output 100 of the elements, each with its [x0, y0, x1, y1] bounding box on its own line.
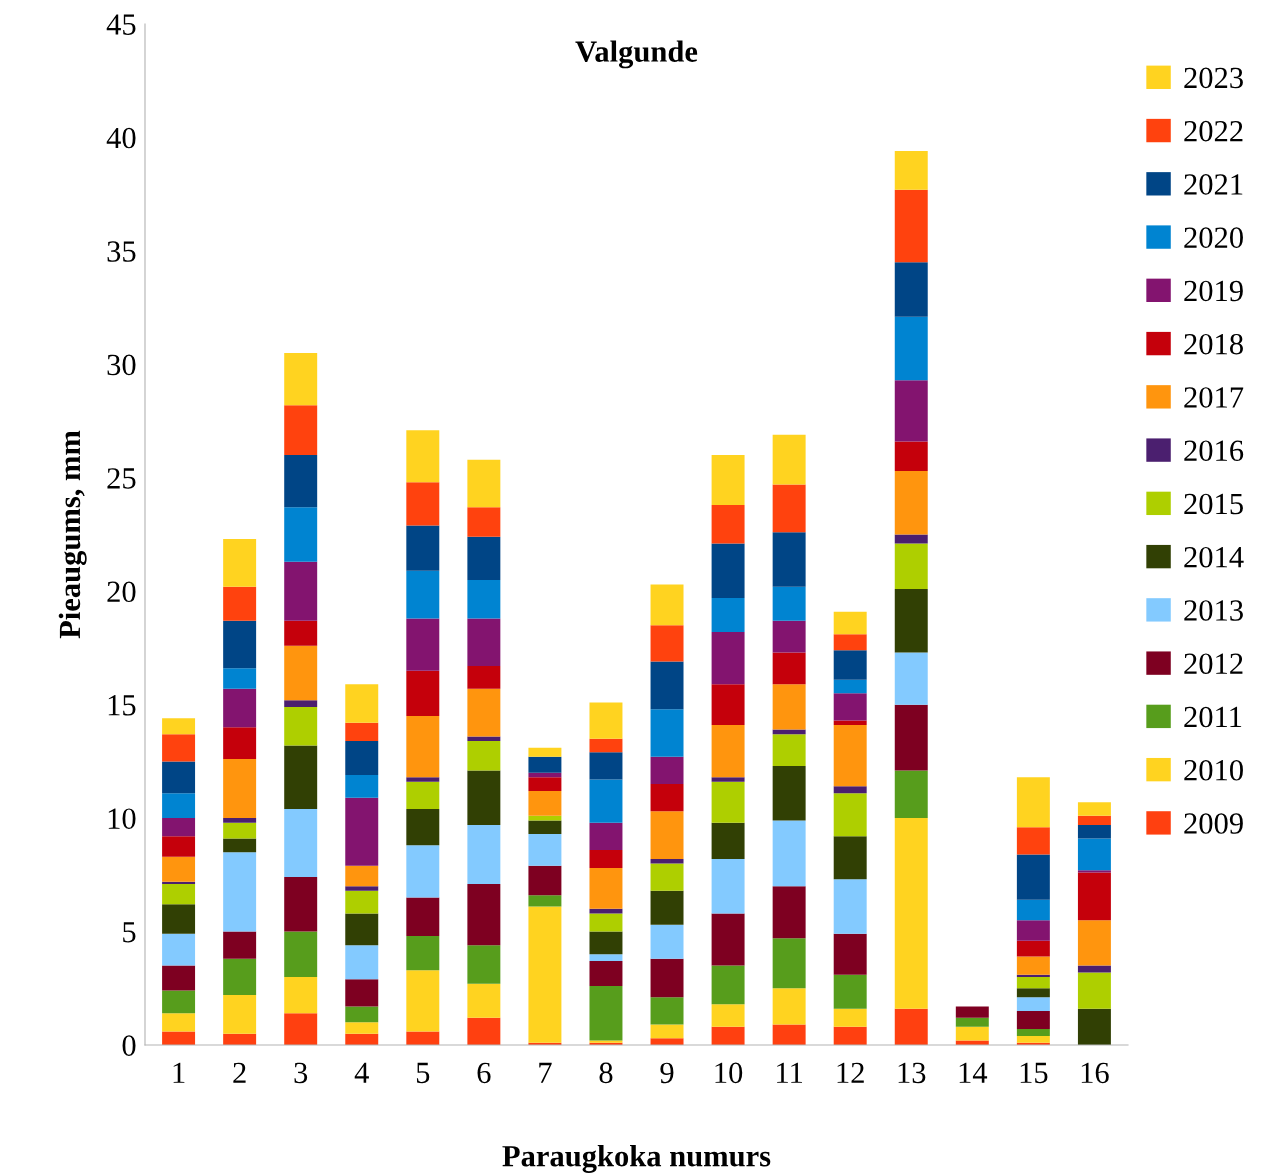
bar: [162, 856, 196, 882]
bar: [162, 1013, 196, 1032]
bar: [772, 734, 806, 766]
bar: [650, 811, 684, 859]
bar: [772, 620, 806, 653]
bar: [650, 625, 684, 662]
bar: [467, 883, 501, 946]
y-tick-label: 40: [106, 127, 136, 149]
bar: [467, 824, 501, 884]
x-tick-label: 11: [777, 1062, 803, 1083]
bar: [894, 534, 928, 544]
bar: [894, 588, 928, 653]
bar: [406, 845, 440, 898]
legend-label: 2009: [1184, 813, 1243, 834]
bar: [711, 632, 745, 685]
bar: [894, 1008, 928, 1045]
bar: [162, 933, 196, 966]
bar: [833, 650, 867, 680]
bar: [284, 931, 318, 977]
bar: [1016, 940, 1050, 957]
y-tick-label: 0: [122, 1035, 136, 1056]
bar: [772, 988, 806, 1025]
bar: [1077, 870, 1111, 873]
bar: [711, 965, 745, 1005]
bar: [894, 380, 928, 442]
bar: [284, 507, 318, 562]
bar: [711, 858, 745, 914]
bar: [223, 759, 257, 819]
bar: [284, 700, 318, 707]
bar: [528, 895, 562, 907]
bar: [894, 262, 928, 317]
bar: [589, 702, 623, 739]
bar: [406, 570, 440, 619]
bar: [284, 561, 318, 621]
bar: [772, 886, 806, 939]
bar: [833, 1008, 867, 1027]
bar: [223, 852, 257, 932]
bar: [406, 716, 440, 778]
bar: [162, 990, 196, 1014]
bar: [162, 718, 196, 735]
x-tick-label: 10: [715, 1062, 743, 1084]
bar: [1077, 872, 1111, 921]
bar: [711, 455, 745, 505]
bar: [528, 906, 562, 1043]
bar: [223, 958, 257, 996]
bar: [345, 684, 379, 723]
x-tick-label: 4: [354, 1062, 369, 1083]
bar: [955, 1006, 989, 1018]
bar: [162, 734, 196, 762]
bar: [467, 688, 501, 737]
bar: [650, 756, 684, 785]
x-tick-label: 1: [173, 1062, 185, 1083]
y-axis-title: Pieaugums, mm: [58, 430, 87, 639]
bar: [650, 709, 684, 757]
bar: [589, 849, 623, 869]
bar: [1016, 988, 1050, 998]
bar: [406, 430, 440, 483]
bar: [833, 836, 867, 880]
bar: [1077, 802, 1111, 816]
bar: [345, 886, 379, 891]
bar: [894, 316, 928, 381]
bar: [345, 722, 379, 741]
legend-label: 2010: [1184, 759, 1243, 781]
bar: [711, 684, 745, 726]
bar: [772, 532, 806, 587]
bar: [223, 838, 257, 853]
bar: [711, 543, 745, 599]
bar: [223, 727, 257, 760]
bar: [406, 897, 440, 937]
bar: [894, 441, 928, 471]
bar: [223, 586, 257, 621]
bar: [1016, 956, 1050, 975]
bar: [406, 970, 440, 1032]
bar: [833, 933, 867, 975]
bar: [467, 666, 501, 689]
bar: [284, 405, 318, 456]
bar: [467, 579, 501, 619]
bar: [1016, 854, 1050, 900]
bar: [406, 1031, 440, 1045]
x-axis-title: Paraugkoka numurs: [502, 1144, 771, 1173]
bar: [345, 979, 379, 1007]
legend-label: 2017: [1184, 387, 1244, 408]
y-tick-label: 10: [108, 808, 136, 830]
legend-label: 2019: [1184, 280, 1243, 302]
bar: [650, 997, 684, 1025]
bar: [894, 470, 928, 535]
x-tick-label: 8: [599, 1062, 613, 1084]
x-tick-label: 6: [477, 1062, 491, 1084]
bar: [711, 725, 745, 778]
bar: [467, 770, 501, 825]
bar: [772, 484, 806, 533]
bar: [772, 684, 806, 730]
legend-label: 2016: [1184, 440, 1244, 462]
bar: [772, 820, 806, 887]
bar: [345, 1022, 379, 1034]
bar: [772, 938, 806, 989]
bar: [223, 995, 257, 1034]
bar: [162, 1031, 196, 1045]
bar: [284, 976, 318, 1014]
bar: [589, 986, 623, 1041]
